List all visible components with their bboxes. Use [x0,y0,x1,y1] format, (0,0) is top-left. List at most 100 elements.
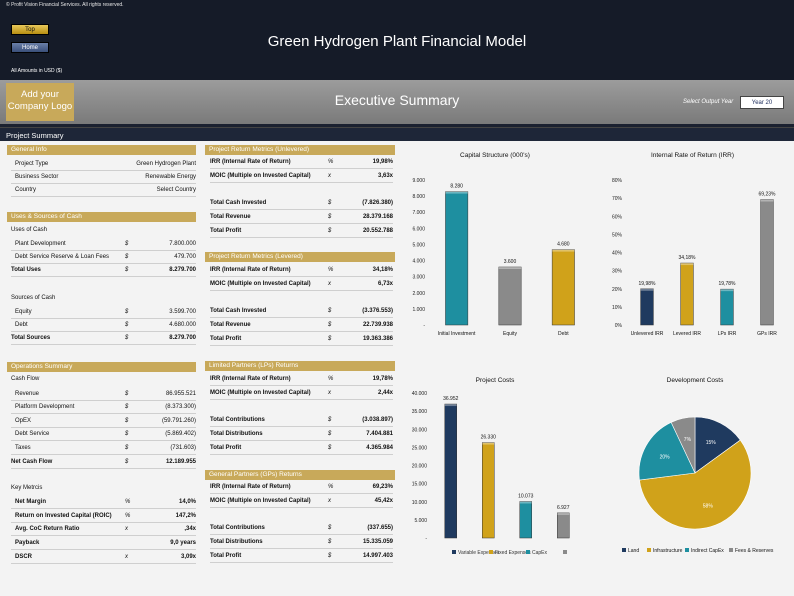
y-tick-label: 70% [612,196,623,202]
row-label: Business Sector [15,174,59,180]
row-value: 3,09x [180,554,196,560]
row-unit: $ [328,525,332,531]
company-logo-placeholder[interactable]: Add your Company Logo [6,83,74,121]
row-label: MOIC (Multiple on Invested Capital) [210,173,311,179]
row-unit: $ [125,335,129,341]
chart-svg: 0% 10% 20% 30% 40% 50% 60% 70% 80% 19,98% Unlevere… [612,178,777,337]
category-label: Debt [558,331,569,337]
top-button[interactable]: Top [11,24,49,35]
legend-swatch [729,548,733,552]
levered-heading: Project Return Metrics (Levered) [205,252,395,262]
levered-row: Total Revenue $22.739.938 [210,319,393,332]
category-label: GPs IRR [757,331,777,337]
legend-label: Fixed Expenses [495,550,531,556]
data-label: 8.280 [450,184,463,190]
general-info-row: Country Select Country [11,184,196,197]
cash-flow-row: Taxes $ (731.603) [11,442,196,455]
home-button[interactable]: Home [11,42,49,53]
row-label: IRR (Internal Rate of Return) [210,484,291,490]
general-info-row: Project Type Green Hydrogen Plant [11,158,196,171]
unlevered-row: Total Cash Invested $ (7.826.380) [210,197,393,210]
row-unit: $ [328,200,332,206]
row-value: 4.680.000 [169,322,196,328]
gps-heading: General Partners (GPs) Returns [205,470,395,480]
bar [640,288,654,326]
pie-slice [670,416,696,474]
project-summary-title: Project Summary [6,131,64,140]
row-value: 147,2% [175,513,196,519]
y-tick-label: 30% [612,269,623,275]
row-unit: $ [125,322,129,328]
row-unit: % [125,499,131,505]
bar-highlight [498,267,522,269]
row-unit: $ [328,336,332,342]
key-metric-row: DSCR x 3,09x [11,551,196,564]
legend-swatch [622,548,626,552]
row-label: Net Cash Flow [11,459,53,465]
row-value: 4.365.984 [366,445,393,451]
unlevered-row: Total Profit $20.552.788 [210,225,393,238]
y-tick-label: 40.000 [412,391,428,397]
bar [444,403,457,539]
uses-row: Debt Service Reserve & Loan Fees $479.700 [11,251,196,264]
data-label: 3.600 [504,259,517,265]
row-label: Revenue [15,391,40,397]
row-value: 3,63x [377,173,393,179]
bar-highlight [445,191,468,194]
row-label: MOIC (Multiple on Invested Capital) [210,281,311,287]
row-value: 8.279.700 [169,267,196,273]
row-value: 20.552.788 [362,228,393,234]
uses-of-cash-label: Uses of Cash [11,227,48,233]
legend-label: Land [628,548,639,554]
row-label: Country [15,187,37,193]
chart-svg: - 5.000 10.000 15.000 20.000 25.000 30.000 35.0… [412,391,570,556]
cash-flow-row: Revenue $86.955.521 [11,388,196,401]
row-value: (59.791.260) [161,418,196,424]
bar-highlight [720,289,734,292]
chart-svg: 15% 58% 20% 7% Land Infrastructure Indirect Ca… [622,416,774,554]
row-label: Return on Invested Capital (ROIC) [15,513,112,519]
y-tick-label: 35.000 [412,409,428,415]
chart-title: Project Costs [475,377,515,384]
unlevered-heading: Project Return Metrics (Unlevered) [205,145,395,155]
lps-row: MOIC (Multiple on Invested Capital) x 2,44… [210,387,393,400]
row-value: 6,73x [377,281,393,287]
pie-slice [638,421,696,481]
row-label: Project Type [15,161,49,167]
key-metric-row: Return on Invested Capital (ROIC)% 147,2% [11,510,196,523]
key-metric-row: Avg. CoC Return Ratio x ,34x [11,523,196,536]
gps-row: Total Profit $14.997.403 [210,550,393,563]
legend-swatch [526,550,530,554]
row-unit: % [328,267,334,273]
legend-swatch [563,550,567,554]
output-year-select[interactable]: Year 20 [740,96,784,109]
category-label: LPs IRR [718,331,737,337]
chart-title: Development Costs [666,377,724,384]
y-tick-label: 9.000 [412,178,425,184]
row-label: MOIC (Multiple on Invested Capital) [210,390,311,396]
operations-summary-heading: Operations Summary [7,362,196,372]
legend-label: Variable Expenses [458,550,500,556]
data-label: 36.952 [443,396,459,402]
legend-swatch [489,550,493,554]
net-cash-flow-row: Net Cash Flow $12.189.955 [11,456,196,469]
row-label: Equity [15,309,32,315]
row-value: Renewable Energy [145,174,196,180]
row-unit: $ [125,254,129,260]
row-label: Total Cash Invested [210,200,267,206]
y-tick-label: 5.000 [414,518,427,524]
gps-row: IRR (Internal Rate of Return)% 69,23% [210,481,393,494]
y-tick-label: 7.000 [412,210,425,216]
row-unit: x [125,526,128,532]
pie-label: 20% [660,454,671,460]
legend-swatch [647,548,651,552]
y-tick-label: 20.000 [412,464,428,470]
y-tick-label: 10.000 [412,500,428,506]
project-summary-bar: Project Summary [0,127,794,141]
general-info-heading: General Info [7,145,196,155]
row-value: 2,44x [377,390,393,396]
row-value: 14.997.403 [362,553,393,559]
row-label: DSCR [15,554,33,560]
row-unit: x [328,498,331,504]
pie-label: 58% [703,503,714,509]
